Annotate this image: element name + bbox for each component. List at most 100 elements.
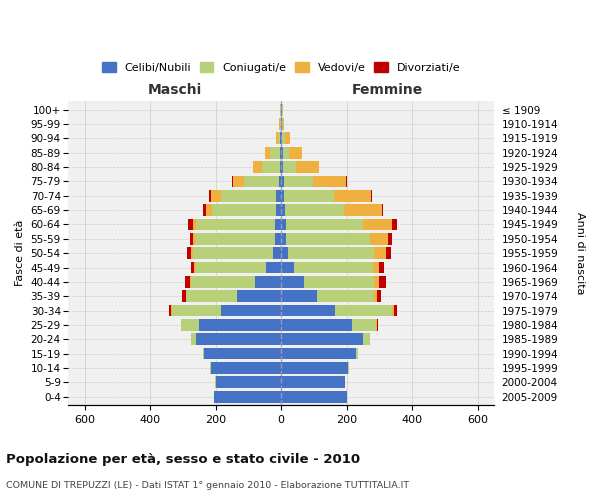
Bar — [188, 218, 193, 230]
Bar — [266, 262, 281, 274]
Bar — [363, 218, 392, 230]
Bar — [377, 290, 381, 302]
Bar — [281, 147, 283, 158]
Bar — [233, 176, 244, 188]
Bar — [388, 233, 392, 244]
Bar — [317, 290, 374, 302]
Bar — [255, 276, 281, 287]
Bar — [280, 118, 281, 130]
Bar — [282, 118, 283, 130]
Bar — [216, 376, 281, 388]
Bar — [221, 190, 276, 202]
Bar — [386, 248, 391, 259]
Bar — [193, 233, 195, 244]
Text: Popolazione per età, sesso e stato civile - 2010: Popolazione per età, sesso e stato civil… — [6, 452, 360, 466]
Bar — [214, 391, 281, 402]
Bar — [275, 218, 281, 230]
Bar — [276, 132, 278, 144]
Text: COMUNE DI TREPUZZI (LE) - Dati ISTAT 1° gennaio 2010 - Elaborazione TUTTITALIA.I: COMUNE DI TREPUZZI (LE) - Dati ISTAT 1° … — [6, 481, 409, 490]
Bar — [211, 362, 281, 374]
Bar — [288, 248, 374, 259]
Bar — [182, 290, 185, 302]
Bar — [377, 319, 378, 331]
Bar — [210, 362, 211, 374]
Bar — [376, 319, 377, 331]
Bar — [191, 262, 194, 274]
Bar — [334, 190, 371, 202]
Y-axis label: Fasce di età: Fasce di età — [15, 220, 25, 286]
Bar — [280, 104, 281, 116]
Bar — [204, 348, 281, 360]
Bar — [279, 118, 280, 130]
Bar — [281, 391, 347, 402]
Bar — [181, 319, 199, 331]
Bar — [209, 190, 211, 202]
Bar — [169, 304, 171, 316]
Bar — [203, 348, 204, 360]
Bar — [281, 248, 288, 259]
Bar — [271, 147, 280, 158]
Bar — [282, 132, 285, 144]
Bar — [191, 334, 196, 345]
Legend: Celibi/Nubili, Coniugati/e, Vedovi/e, Divorziati/e: Celibi/Nubili, Coniugati/e, Vedovi/e, Di… — [98, 58, 464, 78]
Bar — [352, 319, 376, 331]
Bar — [285, 204, 344, 216]
Bar — [370, 233, 388, 244]
Bar — [304, 276, 374, 287]
Bar — [193, 248, 273, 259]
Bar — [374, 276, 379, 287]
Bar — [394, 304, 397, 316]
Bar — [346, 176, 347, 188]
Bar — [190, 233, 193, 244]
Bar — [278, 132, 280, 144]
Bar — [281, 319, 352, 331]
Bar — [193, 218, 196, 230]
Bar — [281, 290, 317, 302]
Bar — [281, 104, 282, 116]
Bar — [286, 233, 370, 244]
Bar — [283, 161, 296, 173]
Bar — [348, 362, 349, 374]
Bar — [185, 290, 186, 302]
Bar — [276, 190, 281, 202]
Bar — [335, 304, 392, 316]
Bar — [196, 262, 266, 274]
Bar — [283, 118, 284, 130]
Bar — [281, 132, 282, 144]
Bar — [281, 218, 286, 230]
Bar — [281, 161, 283, 173]
Bar — [191, 248, 193, 259]
Bar — [284, 176, 313, 188]
Bar — [186, 290, 237, 302]
Bar — [344, 204, 382, 216]
Bar — [265, 147, 271, 158]
Bar — [262, 161, 280, 173]
Bar — [276, 204, 281, 216]
Bar — [281, 348, 356, 360]
Y-axis label: Anni di nascita: Anni di nascita — [575, 212, 585, 294]
Bar — [281, 233, 286, 244]
Bar — [190, 276, 191, 287]
Bar — [281, 176, 284, 188]
Bar — [280, 147, 281, 158]
Bar — [373, 262, 379, 274]
Bar — [195, 233, 275, 244]
Bar — [392, 218, 397, 230]
Bar — [172, 304, 221, 316]
Bar — [244, 176, 278, 188]
Bar — [253, 161, 262, 173]
Bar — [273, 248, 281, 259]
Bar — [221, 304, 281, 316]
Bar — [281, 118, 282, 130]
Bar — [194, 262, 196, 274]
Bar — [379, 262, 384, 274]
Bar — [206, 204, 212, 216]
Bar — [379, 276, 386, 287]
Bar — [199, 319, 281, 331]
Bar — [281, 334, 363, 345]
Bar — [371, 190, 372, 202]
Bar — [281, 362, 348, 374]
Bar — [196, 218, 275, 230]
Bar — [284, 190, 334, 202]
Bar — [185, 276, 190, 287]
